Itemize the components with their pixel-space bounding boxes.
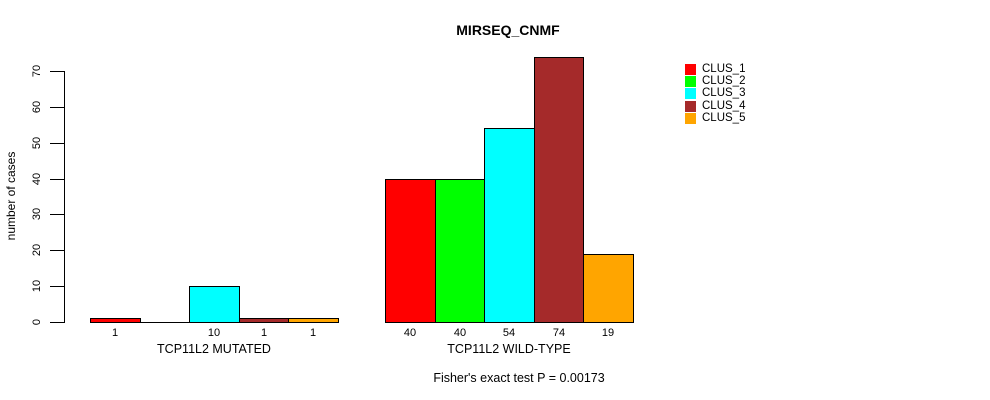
y-tick-label: 70	[31, 64, 43, 78]
bar-CLUS_2	[435, 179, 485, 323]
bar-value-label: 1	[260, 327, 268, 339]
bar-CLUS_1	[90, 318, 141, 323]
bar-value-label: 40	[403, 327, 417, 339]
legend-label: CLUS_5	[702, 111, 746, 124]
bar-CLUS_4	[239, 318, 289, 323]
bar-value-label: 40	[453, 327, 467, 339]
legend-label: CLUS_2	[702, 74, 746, 87]
legend-swatch-CLUS_3	[685, 88, 696, 100]
bar-value-label: 10	[207, 327, 221, 339]
y-tick-label: 20	[31, 243, 43, 257]
legend-swatch-CLUS_1	[685, 63, 696, 75]
legend-item: CLUS_3	[685, 87, 746, 100]
bar-CLUS_4	[534, 57, 584, 323]
bar-CLUS_1	[385, 179, 436, 323]
legend: CLUS_1 CLUS_2 CLUS_3 CLUS_4 CLUS_5	[685, 63, 745, 124]
group-label: TCP11L2 WILD-TYPE	[447, 342, 571, 356]
legend-swatch-CLUS_5	[685, 112, 696, 124]
legend-swatch-CLUS_4	[685, 100, 696, 112]
y-tick-label: 50	[31, 136, 43, 150]
bar-CLUS_5	[288, 318, 339, 323]
y-tick	[50, 322, 64, 323]
y-axis-label: number of cases	[4, 151, 18, 241]
bar-value-label: 1	[111, 327, 119, 339]
bar-value-label: 1	[309, 327, 317, 339]
bar-value-label: 54	[502, 327, 516, 339]
bar-CLUS_3	[484, 128, 535, 323]
legend-label: CLUS_1	[702, 62, 746, 75]
y-tick	[50, 214, 64, 215]
y-tick	[50, 143, 64, 144]
y-tick	[50, 250, 64, 251]
bar-value-label: 74	[552, 327, 566, 339]
y-tick-label: 0	[31, 318, 43, 326]
y-tick	[50, 179, 64, 180]
legend-label: CLUS_3	[702, 87, 746, 100]
legend-swatch-CLUS_2	[685, 75, 696, 87]
bar-CLUS_3	[189, 286, 240, 323]
y-tick	[50, 107, 64, 108]
legend-label: CLUS_4	[702, 99, 746, 112]
legend-item: CLUS_1	[685, 63, 745, 75]
bar-CLUS_5	[583, 254, 634, 323]
legend-item: CLUS_4	[685, 100, 745, 112]
y-tick-label: 60	[31, 100, 43, 114]
y-tick	[50, 71, 64, 72]
fisher-test-annotation: Fisher's exact test P = 0.00173	[433, 371, 605, 385]
group-label: TCP11L2 MUTATED	[157, 342, 271, 356]
bar-value-label: 19	[601, 327, 615, 339]
legend-item: CLUS_2	[685, 75, 745, 87]
y-tick-label: 30	[31, 207, 43, 221]
y-tick-label: 10	[31, 279, 43, 293]
legend-item: CLUS_5	[685, 112, 745, 124]
y-axis-line	[64, 71, 65, 323]
y-tick	[50, 286, 64, 287]
y-tick-label: 40	[31, 172, 43, 186]
chart-title: MIRSEQ_CNMF	[456, 22, 560, 38]
